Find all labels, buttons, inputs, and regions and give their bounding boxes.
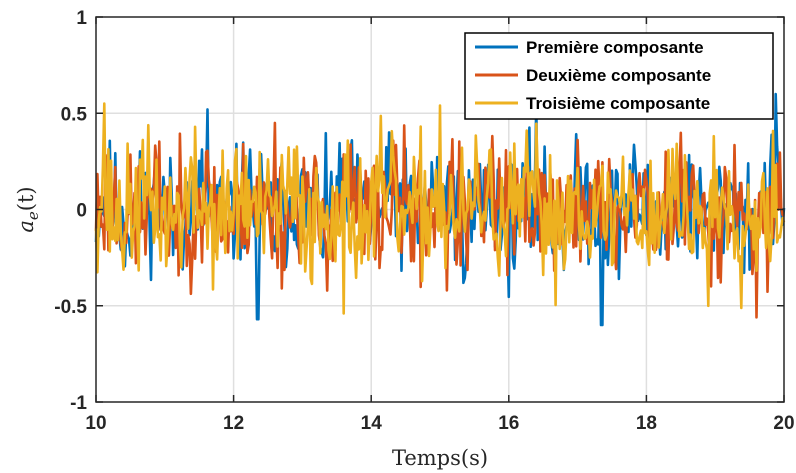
x-tick-label: 16 (498, 413, 519, 434)
x-tick-label: 10 (85, 413, 106, 434)
x-tick-label: 18 (636, 413, 657, 434)
y-axis-label: ae(t) (14, 186, 42, 232)
series-layer (94, 92, 786, 327)
y-axis-label-base: a (14, 220, 38, 233)
y-tick-label: 1 (76, 8, 87, 29)
x-axis-label: Temps(s) (392, 446, 488, 470)
legend: Première composante Deuxième composante Tr… (464, 32, 774, 120)
tick-marks (95, 16, 785, 403)
y-axis-label-sub: e (24, 211, 42, 220)
y-tick-label: -1 (70, 393, 87, 414)
legend-label-3: Troisième composante (526, 94, 710, 113)
legend-label-2: Deuxième composante (526, 66, 711, 85)
y-tick-label: 0.5 (61, 104, 88, 125)
series-line-3 (94, 102, 786, 315)
legend-label-1: Première composante (526, 38, 704, 57)
y-tick-label: -0.5 (54, 297, 87, 318)
x-tick-label: 12 (223, 413, 244, 434)
y-axis-label-rest: (t) (14, 186, 38, 211)
y-tick-label: 0 (76, 201, 87, 222)
x-tick-label: 20 (773, 413, 794, 434)
x-tick-labels: 10 12 14 16 18 20 (85, 413, 794, 434)
x-tick-label: 14 (361, 413, 383, 434)
y-tick-labels: -1 -0.5 0 0.5 1 (54, 8, 87, 414)
